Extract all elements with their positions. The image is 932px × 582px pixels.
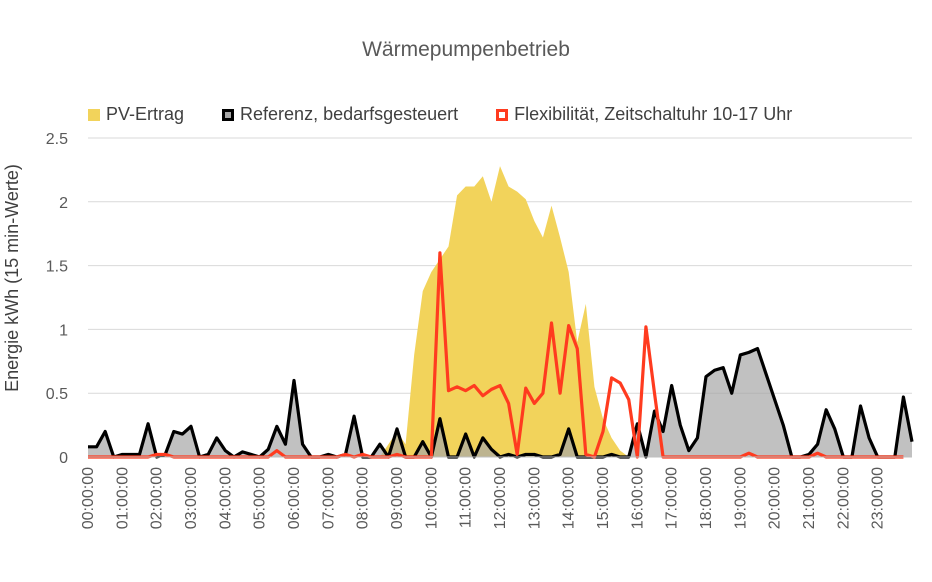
x-tick-label: 06:00:00 — [286, 467, 303, 529]
x-tick-label: 02:00:00 — [149, 467, 166, 529]
x-tick-label: 16:00:00 — [629, 467, 646, 529]
x-tick-label: 01:00:00 — [114, 467, 131, 529]
y-tick-label: 0.5 — [46, 386, 68, 403]
legend-swatch-referenz — [222, 108, 235, 121]
y-tick-label: 1.5 — [46, 259, 68, 276]
legend-entry-pv: PV-Ertrag — [88, 104, 184, 125]
x-tick-label: 04:00:00 — [217, 467, 234, 529]
legend-entry-flex: Flexibilität, Zeitschaltuhr 10-17 Uhr — [496, 104, 792, 125]
legend-swatch-pv — [88, 108, 100, 121]
x-tick-label: 22:00:00 — [835, 467, 852, 529]
series-area-pv — [88, 166, 904, 457]
x-tick-label: 19:00:00 — [732, 467, 749, 529]
y-tick-label: 0 — [59, 450, 68, 467]
x-tick-label: 00:00:00 — [80, 467, 97, 529]
legend-label-flex: Flexibilität, Zeitschaltuhr 10-17 Uhr — [514, 104, 793, 124]
x-tick-label: 15:00:00 — [595, 467, 612, 529]
y-tick-label: 1 — [59, 322, 68, 339]
x-tick-label: 05:00:00 — [252, 467, 269, 529]
x-tick-label: 11:00:00 — [458, 467, 475, 528]
x-tick-label: 18:00:00 — [698, 467, 715, 529]
series-area-referenz — [88, 348, 912, 457]
x-tick-label: 20:00:00 — [767, 467, 784, 529]
x-tick-label: 10:00:00 — [423, 467, 440, 529]
x-tick-label: 12:00:00 — [492, 467, 509, 529]
x-tick-label: 09:00:00 — [389, 467, 406, 529]
x-tick-label: 13:00:00 — [526, 467, 543, 529]
x-tick-label: 03:00:00 — [183, 467, 200, 529]
legend: PV-Ertrag Referenz, bedarfsgesteuert Fle… — [88, 104, 830, 125]
y-tick-label: 2.5 — [46, 131, 68, 148]
x-tick-label: 23:00:00 — [870, 467, 887, 529]
chart-title: Wärmepumpenbetrieb — [362, 38, 570, 61]
legend-label-referenz: Referenz, bedarfsgesteuert — [240, 104, 459, 124]
x-tick-label: 08:00:00 — [355, 467, 372, 529]
legend-entry-referenz: Referenz, bedarfsgesteuert — [222, 104, 458, 125]
legend-label-pv: PV-Ertrag — [106, 104, 185, 124]
x-tick-label: 21:00:00 — [801, 467, 818, 529]
x-tick-label: 17:00:00 — [664, 467, 681, 529]
y-tick-label: 2 — [59, 195, 68, 212]
legend-swatch-flex — [496, 108, 509, 121]
x-tick-label: 07:00:00 — [320, 467, 337, 529]
x-tick-label: 14:00:00 — [561, 467, 578, 529]
